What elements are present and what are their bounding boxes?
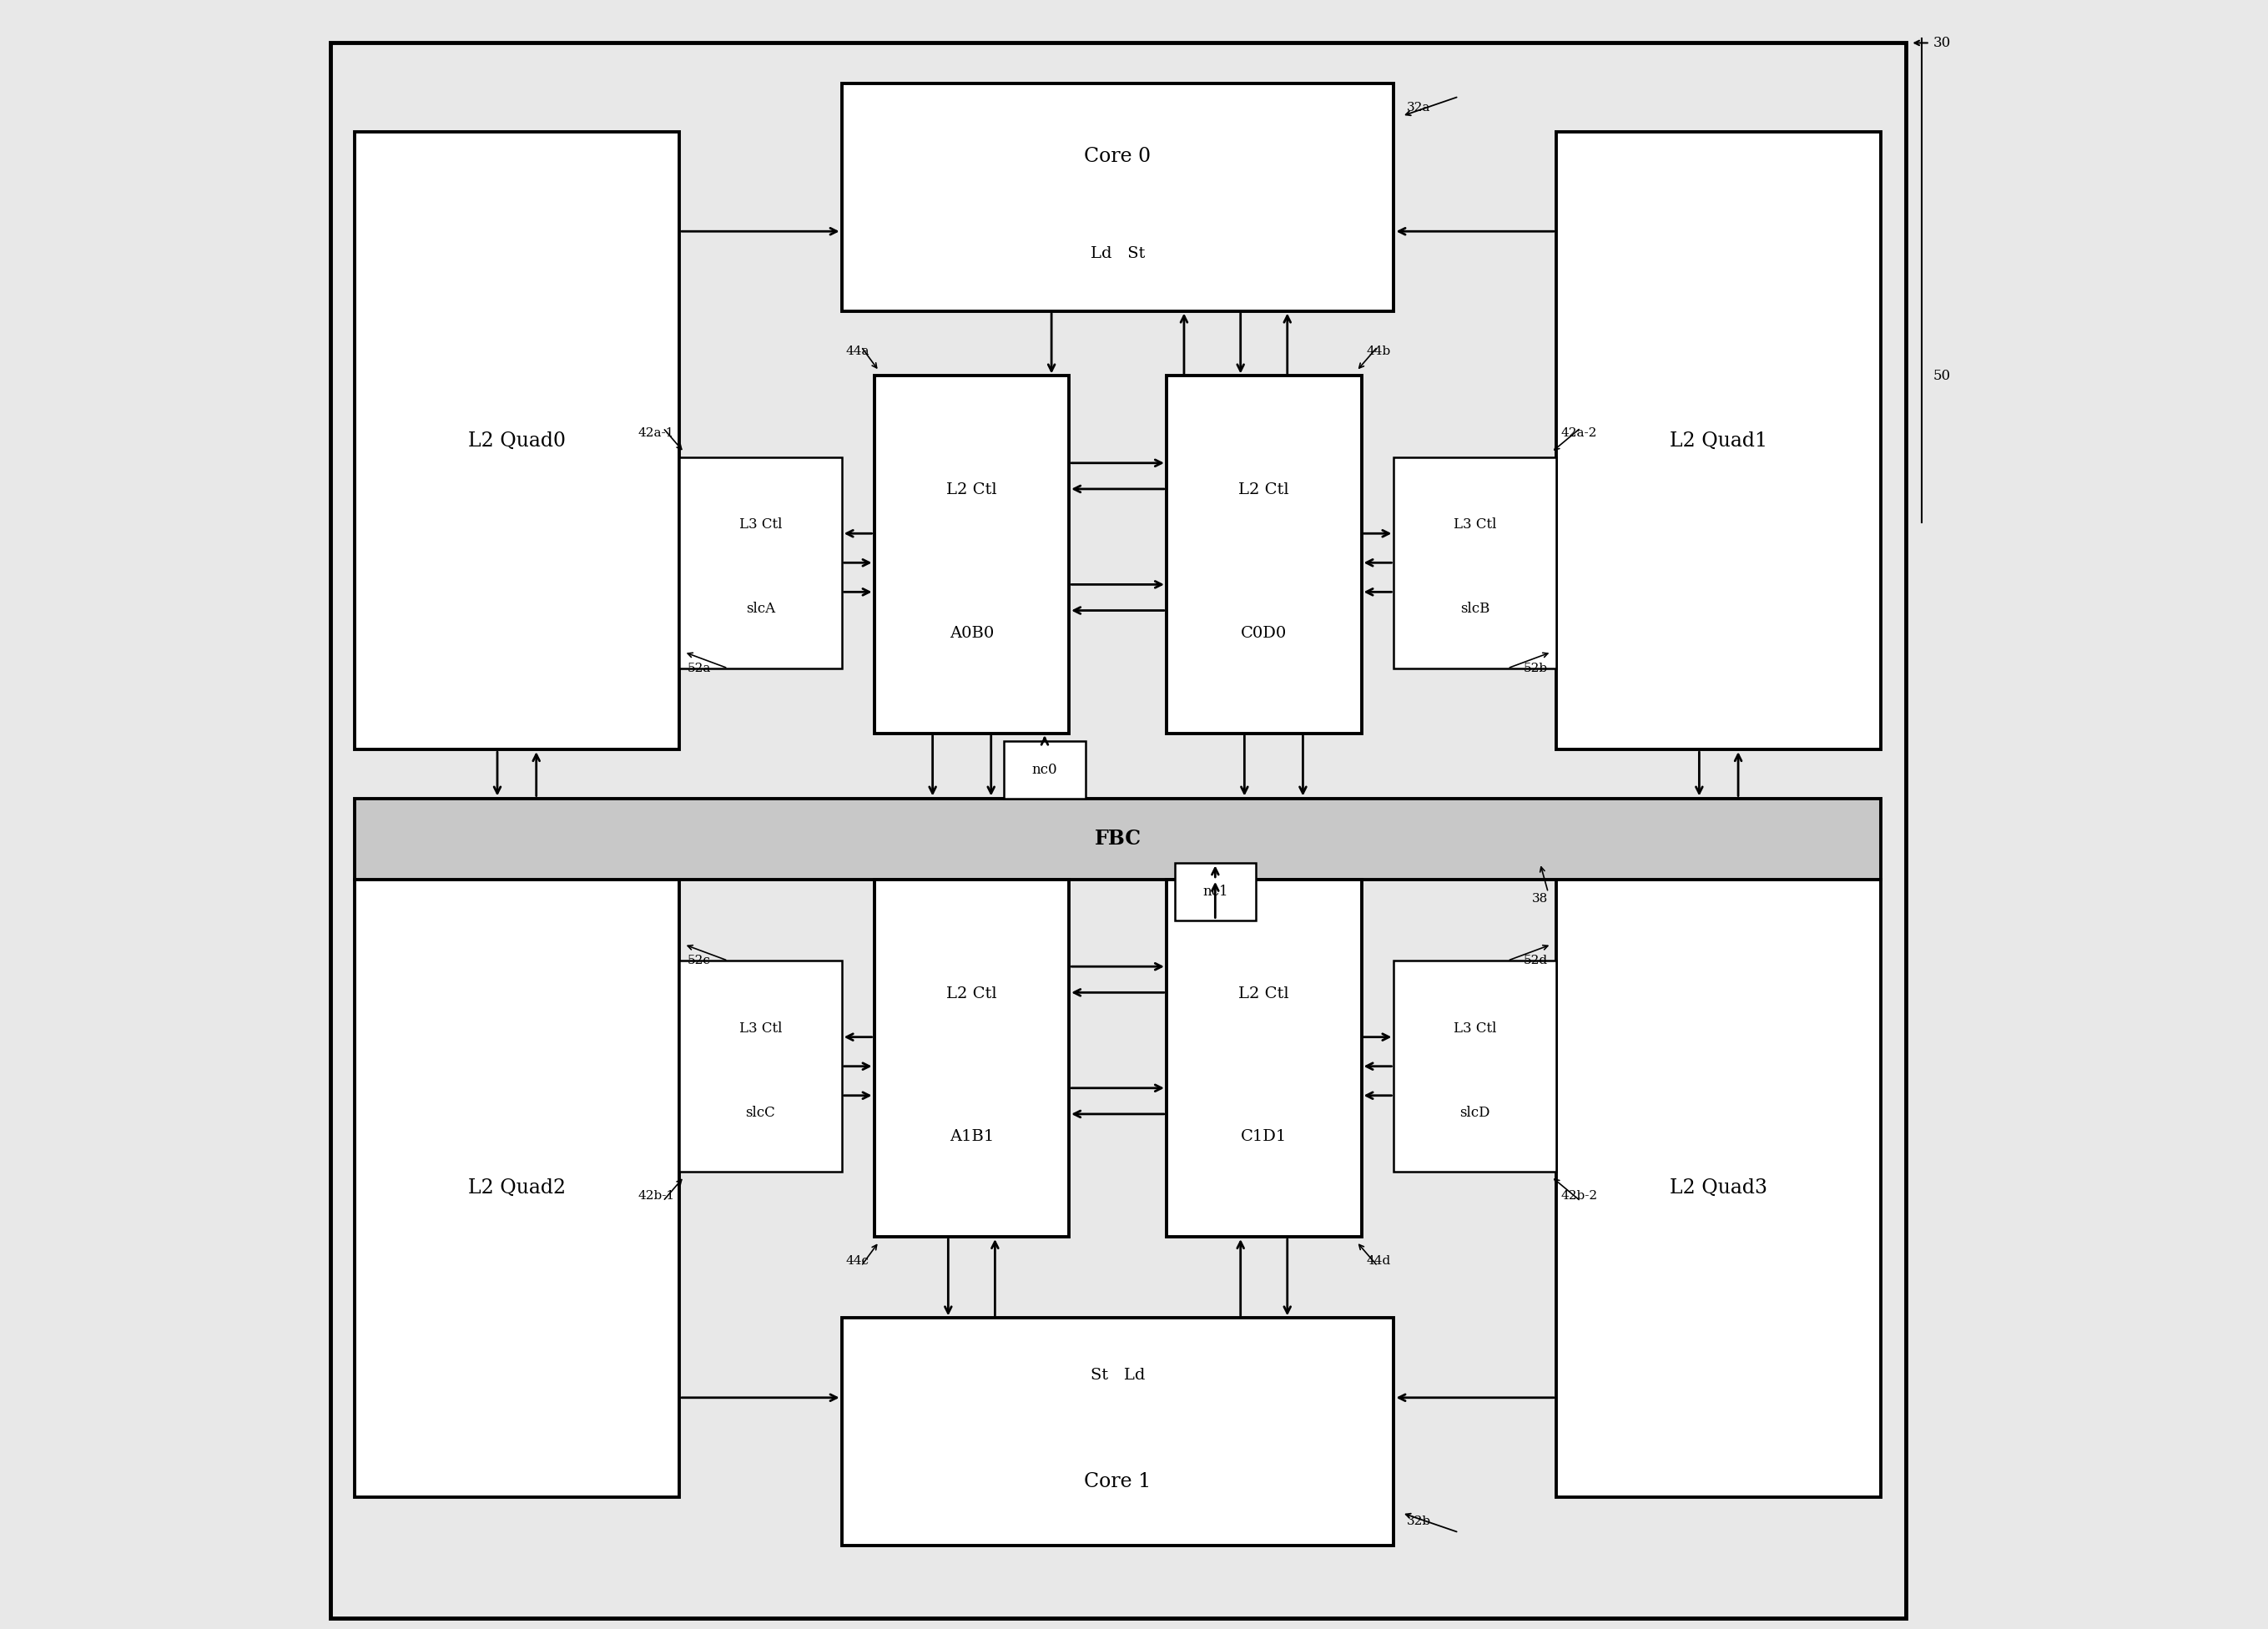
Bar — [841, 1318, 1395, 1546]
Text: 52d: 52d — [1524, 955, 1549, 966]
Text: St   Ld: St Ld — [1091, 1367, 1145, 1383]
Text: L3 Ctl: L3 Ctl — [739, 518, 782, 531]
Text: L3 Ctl: L3 Ctl — [739, 1021, 782, 1036]
Bar — [1395, 458, 1556, 668]
Text: 42b-2: 42b-2 — [1560, 1191, 1599, 1202]
Text: nc1: nc1 — [1202, 885, 1227, 899]
Bar — [354, 132, 678, 749]
Bar — [354, 798, 1880, 880]
Text: 32a: 32a — [1406, 103, 1431, 114]
Bar — [678, 458, 841, 668]
Text: 42b-1: 42b-1 — [637, 1191, 674, 1202]
Bar — [1175, 863, 1256, 920]
Bar — [678, 961, 841, 1171]
Text: slcA: slcA — [746, 603, 776, 616]
Bar — [1395, 961, 1556, 1171]
Text: L2 Quad3: L2 Quad3 — [1669, 1178, 1767, 1197]
Bar — [1556, 132, 1880, 749]
Text: 44b: 44b — [1365, 345, 1390, 357]
Text: A1B1: A1B1 — [950, 1129, 993, 1144]
Text: slcB: slcB — [1461, 603, 1490, 616]
Text: 44c: 44c — [846, 1256, 869, 1267]
Bar — [873, 376, 1068, 733]
Text: L2 Ctl: L2 Ctl — [1238, 986, 1288, 1002]
Text: L2 Quad1: L2 Quad1 — [1669, 432, 1767, 451]
Text: L3 Ctl: L3 Ctl — [1454, 1021, 1497, 1036]
Text: 50: 50 — [1932, 368, 1950, 383]
Text: L2 Ctl: L2 Ctl — [946, 482, 998, 498]
Text: L2 Quad2: L2 Quad2 — [467, 1178, 565, 1197]
Text: 30: 30 — [1932, 36, 1950, 50]
Bar — [873, 880, 1068, 1236]
Text: C0D0: C0D0 — [1241, 626, 1286, 640]
Text: 52b: 52b — [1524, 663, 1549, 674]
Text: nc0: nc0 — [1032, 762, 1057, 777]
Text: slcD: slcD — [1461, 1106, 1490, 1119]
Text: C1D1: C1D1 — [1241, 1129, 1286, 1144]
Text: 52a: 52a — [687, 663, 712, 674]
Text: L2 Ctl: L2 Ctl — [946, 986, 998, 1002]
Text: A0B0: A0B0 — [950, 626, 993, 640]
Text: 52c: 52c — [687, 955, 710, 966]
Text: 32b: 32b — [1406, 1515, 1431, 1526]
Text: Core 1: Core 1 — [1084, 1473, 1152, 1492]
Bar — [1166, 880, 1361, 1236]
Text: slcC: slcC — [746, 1106, 776, 1119]
Bar — [1556, 880, 1880, 1497]
Bar — [1005, 741, 1086, 798]
Text: L2 Ctl: L2 Ctl — [1238, 482, 1288, 498]
Text: L3 Ctl: L3 Ctl — [1454, 518, 1497, 531]
Text: Ld   St: Ld St — [1091, 246, 1145, 262]
Bar — [841, 83, 1395, 311]
Text: 42a-2: 42a-2 — [1560, 427, 1597, 438]
Text: 42a-1: 42a-1 — [637, 427, 674, 438]
Text: 44d: 44d — [1365, 1256, 1390, 1267]
Text: FBC: FBC — [1095, 829, 1141, 849]
Bar — [1166, 376, 1361, 733]
Text: 38: 38 — [1531, 893, 1549, 904]
Text: 44a: 44a — [846, 345, 869, 357]
Text: Core 0: Core 0 — [1084, 147, 1152, 166]
Text: L2 Quad0: L2 Quad0 — [467, 432, 565, 451]
Bar — [354, 880, 678, 1497]
